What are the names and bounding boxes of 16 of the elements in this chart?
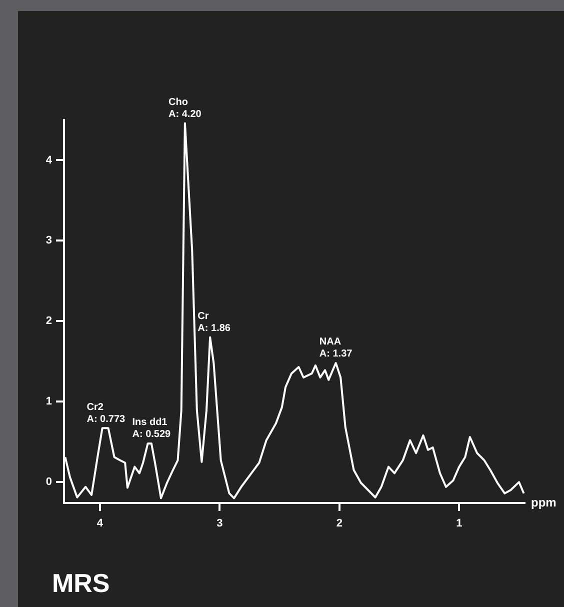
y-tick-label: 3 [46, 234, 52, 247]
annotation: Cho A: 4.20 [168, 96, 202, 120]
annotation: NAA A: 1.37 [319, 336, 353, 360]
x-tick-label: 4 [96, 518, 104, 530]
y-tick-label: 4 [46, 154, 53, 166]
annotation: Cr A: 1.86 [198, 311, 231, 334]
annotation: Ins dd1 A: 0.529 [132, 417, 172, 440]
y-tick-label: 0 [46, 476, 52, 488]
text: MRS [52, 568, 110, 599]
y-tick-label: 2 [46, 315, 52, 328]
x-tick-label: 3 [216, 518, 223, 530]
y-tick-label: 1 [46, 396, 52, 408]
x-tick-label: 1 [456, 518, 462, 530]
x-tick-label: 2 [336, 518, 342, 530]
x-axis-title: ppm [531, 495, 556, 510]
annotation: Cr2 A: 0.773 [86, 402, 126, 425]
